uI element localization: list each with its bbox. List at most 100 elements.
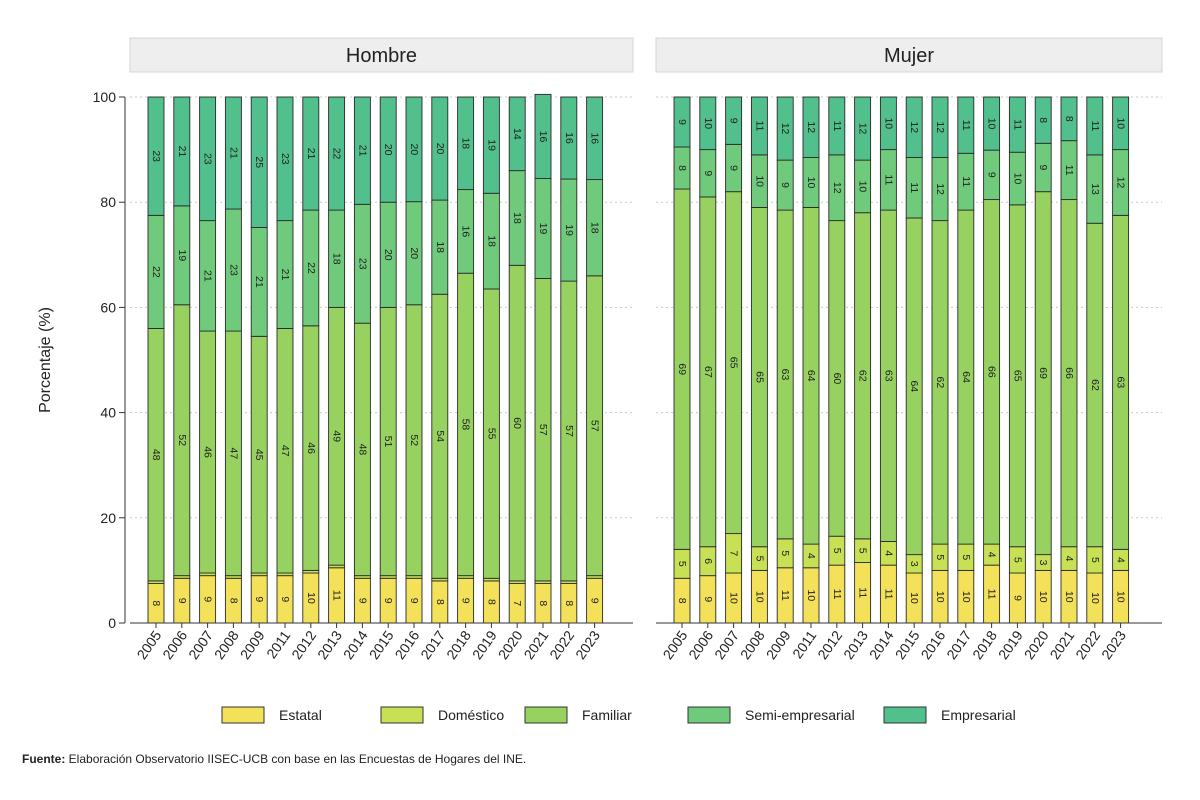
x-tick-label: 2019 [995,627,1026,662]
legend-label: Empresarial [941,707,1016,723]
x-tick-label: 2012 [814,627,845,662]
data-label: 19 [563,224,575,236]
data-label: 65 [1011,370,1023,382]
data-label: 8 [434,599,446,605]
data-label: 11 [882,589,894,600]
y-axis-label: Porcentaje (%) [37,307,54,413]
data-label: 11 [986,589,998,600]
legend-label: Familiar [582,707,632,723]
data-label: 47 [227,448,239,460]
x-tick-label: 2011 [263,627,293,661]
data-label: 10 [805,177,817,189]
bar-segment [1060,96,1078,142]
data-label: 5 [676,561,688,567]
data-label: 10 [986,118,998,130]
data-label: 9 [356,598,368,604]
bar-segment [802,96,820,158]
bar-segment [508,96,526,172]
data-label: 12 [934,121,946,133]
bar-segment [750,96,768,156]
x-tick-label: 2015 [892,627,923,662]
data-label: 10 [753,175,765,187]
data-label: 57 [563,425,575,437]
bar-segment [1112,96,1130,151]
data-label: 5 [857,548,869,554]
data-label: 10 [1011,173,1023,185]
data-label: 54 [434,430,446,442]
data-label: 10 [805,590,817,602]
data-label: 21 [253,276,265,288]
data-label: 9 [279,596,291,602]
data-label: 3 [908,561,920,567]
data-label: 11 [331,590,343,601]
data-label: 4 [882,550,894,556]
data-label: 21 [202,270,214,282]
data-label: 46 [305,442,317,454]
data-label: 23 [227,264,239,276]
bar-segment [905,96,923,158]
data-label: 69 [1037,367,1049,379]
x-tick-label: 2014 [866,627,897,662]
bar-segment [199,96,217,222]
data-label: 11 [831,120,843,131]
bar-segment [673,96,691,148]
data-label: 16 [589,132,601,144]
data-label: 5 [1089,557,1101,563]
data-label: 8 [676,165,688,171]
bar-segment [931,96,949,158]
data-label: 10 [728,592,740,604]
bar-segment [983,96,1001,151]
data-label: 45 [253,449,265,461]
data-label: 66 [1063,367,1075,379]
bar-segment [276,96,294,222]
data-label: 10 [702,117,714,129]
data-label: 5 [831,548,843,554]
data-label: 23 [279,153,291,165]
data-label: 22 [331,148,343,160]
data-label: 11 [753,120,765,131]
bar-segment [776,96,794,161]
x-tick-label: 2007 [711,627,742,662]
bar-segment [854,96,872,161]
data-label: 9 [728,165,740,171]
data-label: 66 [986,366,998,378]
panel-strip [129,37,634,73]
legend-label: Doméstico [438,707,504,723]
panel-title: Hombre [346,45,417,67]
data-label: 12 [857,123,869,135]
bar-segment [302,96,320,211]
data-label: 5 [753,556,765,562]
data-label: 7 [728,550,740,556]
bar-segment [482,96,500,194]
data-label: 22 [150,266,162,278]
y-tick-label: 20 [100,510,116,526]
legend-label: Estatal [279,707,322,723]
data-label: 67 [702,366,714,378]
bar-segment [828,96,846,156]
bar-segment [879,96,897,151]
data-label: 16 [460,226,472,238]
data-label: 12 [831,182,843,194]
data-label: 19 [176,249,188,261]
data-label: 10 [960,591,972,603]
x-tick-label: 2022 [1072,627,1103,662]
data-label: 8 [485,599,497,605]
data-label: 21 [305,148,317,160]
x-tick-label: 2008 [737,627,768,662]
data-label: 9 [253,596,265,602]
x-tick-label: 2009 [763,627,794,662]
data-label: 60 [511,417,523,429]
data-label: 10 [1089,592,1101,604]
data-label: 9 [986,172,998,178]
data-label: 47 [279,445,291,457]
data-label: 4 [1115,557,1127,563]
data-label: 20 [382,144,394,156]
source-label: Fuente: [22,752,66,766]
y-tick-label: 0 [108,615,116,631]
bar-segment [1034,96,1052,144]
bar-segment [1008,96,1026,153]
data-label: 9 [702,596,714,602]
bar-segment [250,96,268,228]
data-label: 12 [779,123,791,135]
